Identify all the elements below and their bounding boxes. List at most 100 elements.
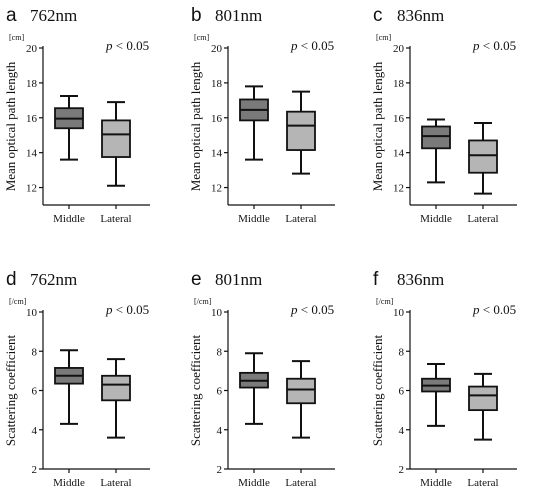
- y-tick-label: 16: [393, 113, 405, 125]
- y-tick-label: 8: [32, 346, 38, 358]
- panel-title: 762nm: [30, 6, 77, 25]
- box-middle: [54, 94, 84, 161]
- y-tick-label: 14: [393, 148, 405, 160]
- box-middle: [54, 349, 84, 425]
- x-category-label: Lateral: [285, 213, 316, 225]
- box-lateral: [101, 101, 131, 187]
- p-threshold: < 0.05: [480, 302, 517, 317]
- panel-title: 801nm: [215, 270, 262, 289]
- p-value-annotation: p < 0.05: [290, 302, 334, 317]
- y-tick-label: 12: [26, 183, 37, 195]
- panel-title: 836nm: [397, 270, 444, 289]
- y-tick-label: 18: [211, 78, 223, 90]
- y-tick-label: 4: [32, 425, 38, 437]
- box-lateral: [286, 360, 316, 439]
- box-middle: [239, 85, 269, 161]
- y-tick-label: 8: [217, 346, 223, 358]
- x-category-label: Middle: [238, 213, 270, 225]
- panel-b: b 801nm [cm] Mean optical path length p < 0.…: [188, 5, 335, 225]
- p-value-annotation: p < 0.05: [472, 38, 516, 53]
- p-symbol: p: [290, 302, 298, 317]
- y-unit-label: [/cm]: [194, 297, 212, 306]
- y-tick-label: 20: [393, 43, 405, 55]
- panel-letter: a: [6, 5, 17, 26]
- y-tick-label: 16: [26, 113, 38, 125]
- y-tick-label: 2: [32, 464, 38, 476]
- panel-letter: f: [373, 269, 379, 290]
- x-category-label: Middle: [238, 477, 270, 489]
- box-lateral: [286, 90, 316, 175]
- box-lateral: [468, 122, 498, 195]
- y-unit-label: [cm]: [376, 33, 391, 42]
- y-tick-label: 6: [217, 386, 223, 398]
- panel-letter: d: [6, 269, 17, 290]
- box-iqr: [468, 139, 498, 174]
- p-symbol: p: [472, 302, 480, 317]
- p-threshold: < 0.05: [113, 302, 150, 317]
- panel-title: 836nm: [397, 6, 444, 25]
- box-iqr: [286, 377, 316, 405]
- p-symbol: p: [290, 38, 298, 53]
- p-value-annotation: p < 0.05: [105, 38, 149, 53]
- y-tick-label: 20: [26, 43, 38, 55]
- y-tick-label: 2: [217, 464, 223, 476]
- panel-e: e 801nm[/cm] Scattering coefficient p < 0.0…: [188, 269, 335, 489]
- panel-title: 762nm: [30, 270, 77, 289]
- y-tick-label: 6: [32, 386, 38, 398]
- y-tick-label: 10: [26, 307, 38, 319]
- y-tick-label: 10: [393, 307, 405, 319]
- y-tick-label: 4: [399, 425, 405, 437]
- panel-title: 801nm: [215, 6, 262, 25]
- panel-c: c 836nm [cm] Mean optical path length p < 0.…: [370, 5, 517, 225]
- x-category-label: Lateral: [285, 477, 316, 489]
- y-tick-label: 18: [393, 78, 405, 90]
- x-category-label: Middle: [420, 477, 452, 489]
- y-tick-label: 14: [26, 148, 38, 160]
- p-value-annotation: p < 0.05: [105, 302, 149, 317]
- y-axis-label: Mean optical path length: [3, 61, 18, 191]
- x-category-label: Middle: [53, 477, 85, 489]
- box-lateral: [468, 372, 498, 441]
- y-axis-label: Scattering coefficient: [3, 334, 18, 446]
- y-tick-label: 18: [26, 78, 38, 90]
- y-tick-label: 2: [399, 464, 405, 476]
- x-category-label: Lateral: [467, 477, 498, 489]
- panel-d: d 762nm[/cm] Scattering coefficient p < 0.0…: [3, 269, 150, 489]
- y-tick-label: 12: [393, 183, 404, 195]
- x-category-label: Lateral: [100, 213, 131, 225]
- y-unit-label: [cm]: [194, 33, 209, 42]
- p-threshold: < 0.05: [480, 38, 517, 53]
- box-iqr: [286, 110, 316, 151]
- box-middle: [421, 363, 451, 427]
- y-tick-label: 4: [217, 425, 223, 437]
- x-category-label: Middle: [420, 213, 452, 225]
- y-axis-label: Mean optical path length: [370, 61, 385, 191]
- box-middle: [421, 118, 451, 184]
- box-iqr: [101, 374, 131, 402]
- y-axis-label: Scattering coefficient: [370, 334, 385, 446]
- box-iqr: [468, 385, 498, 412]
- p-symbol: p: [105, 38, 113, 53]
- x-category-label: Middle: [53, 213, 85, 225]
- y-tick-label: 12: [211, 183, 222, 195]
- x-category-label: Lateral: [100, 477, 131, 489]
- p-threshold: < 0.05: [298, 38, 335, 53]
- y-tick-label: 10: [211, 307, 223, 319]
- p-symbol: p: [472, 38, 480, 53]
- box-iqr: [421, 125, 451, 150]
- y-tick-label: 20: [211, 43, 223, 55]
- panel-letter: c: [373, 5, 383, 26]
- p-threshold: < 0.05: [113, 38, 150, 53]
- panel-f: f 836nm[/cm] Scattering coefficient p < 0.0…: [370, 269, 517, 489]
- y-tick-label: 14: [211, 148, 223, 160]
- p-value-annotation: p < 0.05: [290, 38, 334, 53]
- panel-a: a 762nm [cm] Mean optical path length p < 0.…: [3, 5, 150, 225]
- box-iqr: [101, 119, 131, 158]
- y-tick-label: 8: [399, 346, 405, 358]
- x-category-label: Lateral: [467, 213, 498, 225]
- p-value-annotation: p < 0.05: [472, 302, 516, 317]
- y-axis-label: Mean optical path length: [188, 61, 203, 191]
- panel-letter: b: [191, 5, 202, 26]
- panel-letter: e: [191, 269, 202, 290]
